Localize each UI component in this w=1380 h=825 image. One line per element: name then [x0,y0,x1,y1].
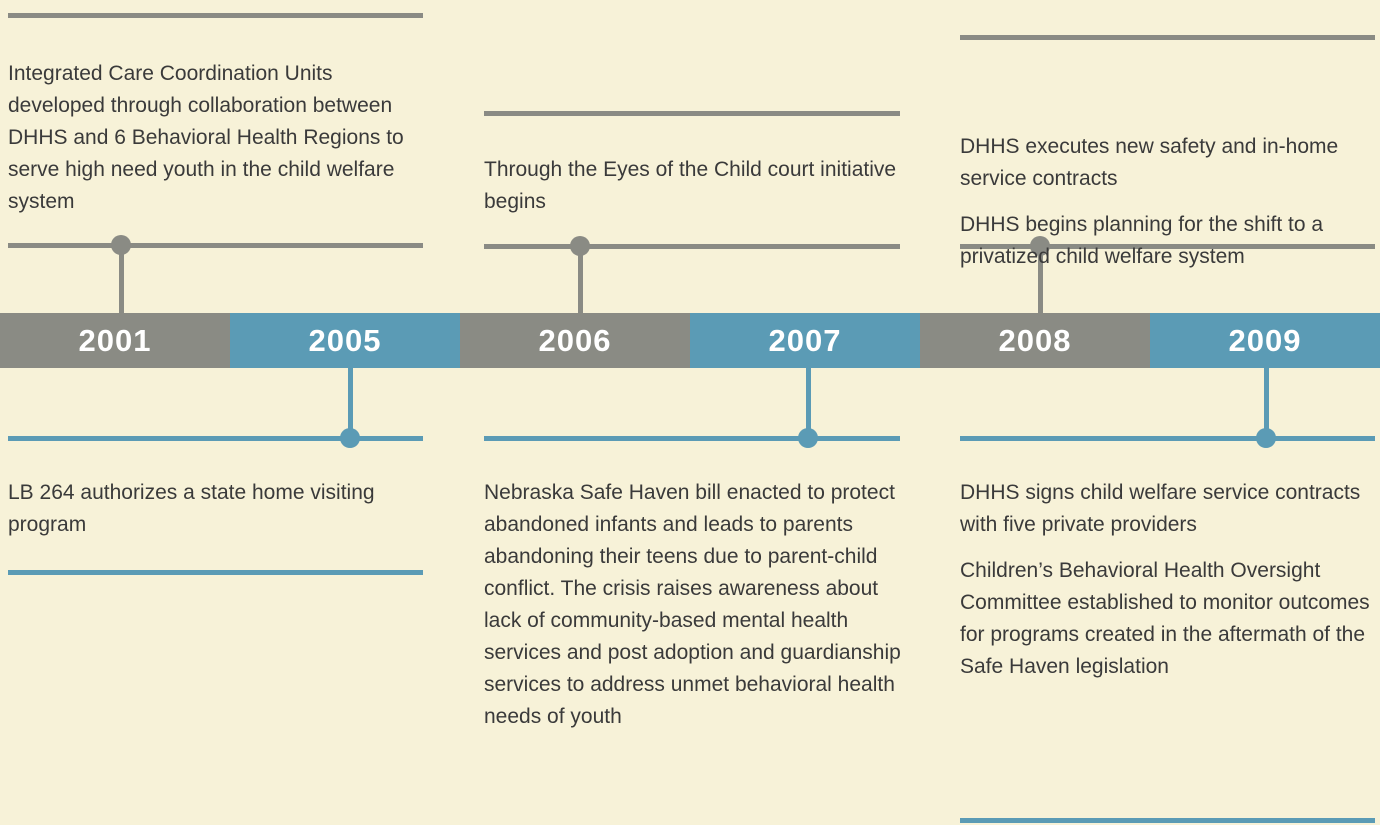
rule [8,436,423,441]
event-paragraph: DHHS executes new safety and in-home ser… [960,135,1339,190]
connector [578,246,583,313]
dot [798,428,818,448]
connector [1264,368,1269,438]
event-paragraph: Integrated Care Coordination Units devel… [8,62,404,213]
dot [1256,428,1276,448]
year-cell: 2005 [230,313,460,368]
event-paragraph: Through the Eyes of the Child court init… [484,158,897,213]
rule [8,13,423,18]
year-cell: 2008 [920,313,1150,368]
dot [340,428,360,448]
rule [960,244,1375,249]
rule [8,243,423,248]
rule [960,35,1375,40]
rule [8,570,423,575]
rule [484,111,900,116]
year-cell: 2006 [460,313,690,368]
rule [484,436,900,441]
event-text: DHHS executes new safety and in-home ser… [960,131,1380,287]
event-paragraph: Nebraska Safe Haven bill enacted to prot… [484,481,901,728]
connector [806,368,811,438]
event-text: Through the Eyes of the Child court init… [484,154,906,232]
year-cell: 2001 [0,313,230,368]
dot [111,235,131,255]
connector [119,245,124,313]
connector [348,368,353,438]
event-text: Nebraska Safe Haven bill enacted to prot… [484,477,906,747]
event-paragraph: Children’s Behavioral Health Oversight C… [960,559,1370,678]
event-paragraph: LB 264 authorizes a state home visiting … [8,481,375,536]
event-paragraph: DHHS signs child welfare service contrac… [960,481,1361,536]
event-paragraph: DHHS begins planning for the shift to a … [960,213,1324,268]
dot [1030,236,1050,256]
event-text: LB 264 authorizes a state home visiting … [8,477,429,555]
dot [570,236,590,256]
rule [960,436,1375,441]
event-text: DHHS signs child welfare service contrac… [960,477,1380,697]
year-cell: 2009 [1150,313,1380,368]
year-cell: 2007 [690,313,920,368]
rule [960,818,1375,823]
connector [1038,246,1043,313]
rule [484,244,900,249]
event-text: Integrated Care Coordination Units devel… [8,58,429,232]
